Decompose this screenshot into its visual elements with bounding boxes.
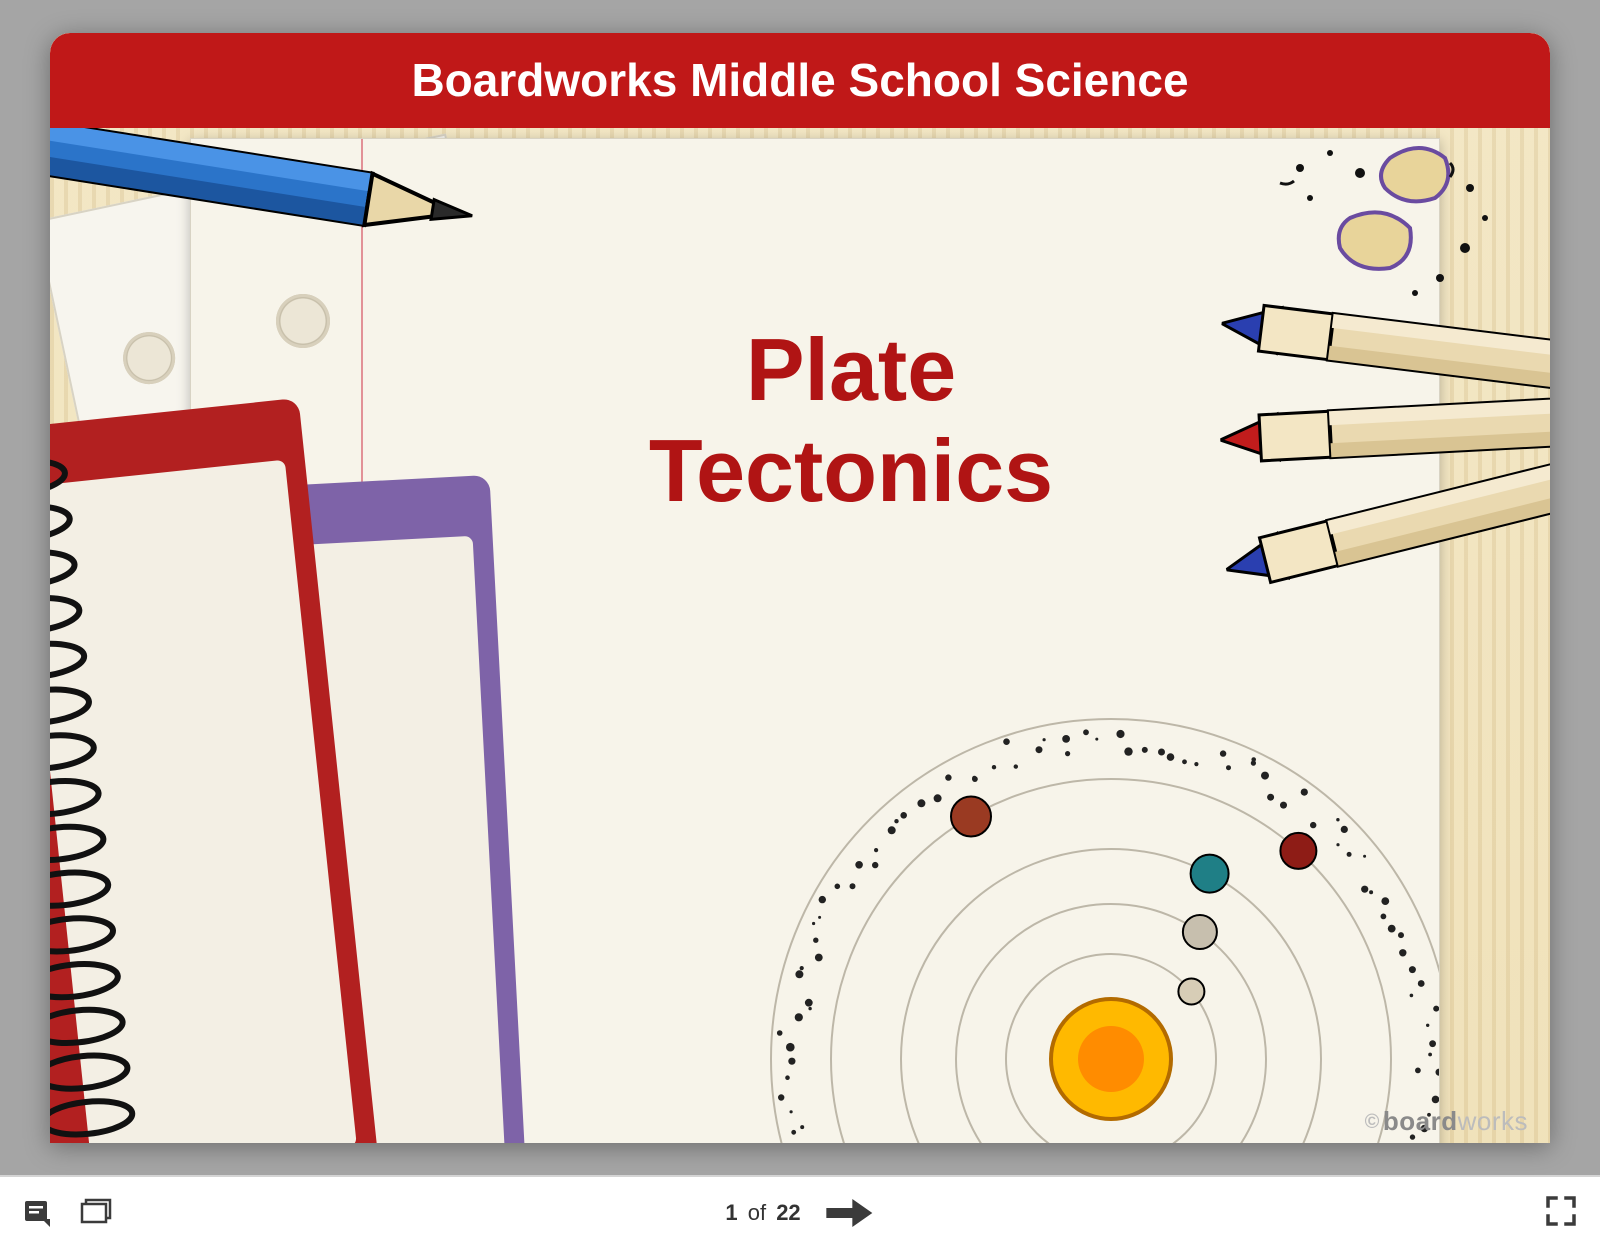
solar-system-diagram bbox=[751, 699, 1440, 1143]
slide-header-bar: Boardworks Middle School Science bbox=[50, 33, 1550, 128]
arrow-right-icon bbox=[825, 1195, 875, 1231]
brand-watermark: ©boardworks bbox=[1365, 1106, 1528, 1137]
pencil-shavings-illustration bbox=[1240, 128, 1520, 328]
paper-hole bbox=[276, 294, 330, 348]
speaker-notes-button[interactable] bbox=[18, 1193, 58, 1233]
slide-sorter-button[interactable] bbox=[76, 1193, 116, 1233]
page-indicator: 1 of 22 bbox=[725, 1195, 874, 1231]
slide-frame: Boardworks Middle School Science Plate T… bbox=[50, 33, 1550, 1143]
slide-viewer: Boardworks Middle School Science Plate T… bbox=[0, 0, 1600, 1175]
brand-part-2: works bbox=[1458, 1106, 1528, 1136]
presentation-toolbar: 1 of 22 bbox=[0, 1175, 1600, 1248]
slide-title-line2: Tectonics bbox=[521, 420, 1181, 521]
slide-title-line1: Plate bbox=[521, 319, 1181, 420]
page-total: 22 bbox=[776, 1200, 800, 1225]
copyright-symbol: © bbox=[1365, 1111, 1380, 1133]
page-sep: of bbox=[748, 1200, 766, 1225]
spiral-binding-icon bbox=[50, 451, 152, 1142]
fullscreen-button[interactable] bbox=[1546, 1196, 1580, 1230]
slide-title: Plate Tectonics bbox=[521, 319, 1181, 521]
page-current: 1 bbox=[725, 1200, 737, 1225]
slide-header-title: Boardworks Middle School Science bbox=[411, 53, 1188, 107]
next-slide-button[interactable] bbox=[825, 1195, 875, 1231]
fullscreen-icon bbox=[1546, 1196, 1576, 1226]
slides-icon bbox=[78, 1197, 114, 1229]
brand-part-1: board bbox=[1383, 1106, 1458, 1136]
notes-icon bbox=[22, 1197, 54, 1229]
